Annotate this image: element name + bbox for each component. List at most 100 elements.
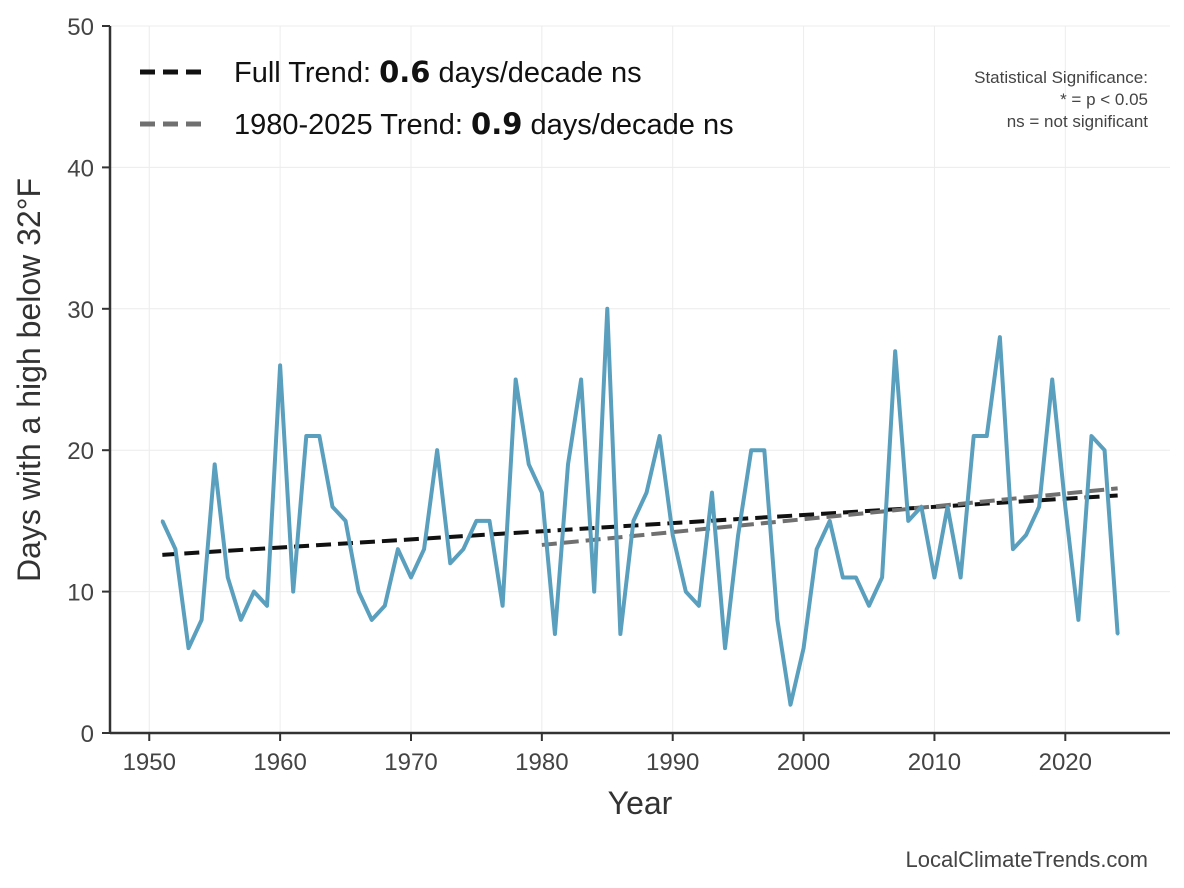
data-point — [723, 646, 727, 650]
data-point — [841, 575, 845, 579]
data-point — [461, 547, 465, 551]
data-point — [448, 561, 452, 565]
data-point — [200, 618, 204, 622]
data-point — [1116, 632, 1120, 636]
x-axis-title: Year — [608, 785, 673, 821]
data-point — [330, 505, 334, 509]
data-point — [749, 448, 753, 452]
data-point — [383, 604, 387, 608]
x-tick-label: 1980 — [515, 749, 568, 776]
data-point — [1037, 505, 1041, 509]
data-point — [488, 519, 492, 523]
data-point — [802, 646, 806, 650]
data-point — [291, 590, 295, 594]
data-point — [370, 618, 374, 622]
x-tick-label: 1990 — [646, 749, 699, 776]
data-point — [919, 505, 923, 509]
data-point — [553, 632, 557, 636]
data-point — [527, 462, 531, 466]
data-point — [788, 703, 792, 707]
legend-full-trend-value: 0.6 — [379, 55, 430, 89]
data-point — [893, 349, 897, 353]
data-point — [671, 533, 675, 537]
significance-note-star: * = p < 0.05 — [1060, 90, 1148, 109]
data-point — [422, 547, 426, 551]
data-point — [828, 519, 832, 523]
y-tick-label: 50 — [67, 14, 94, 41]
x-tick-label: 2000 — [777, 749, 830, 776]
x-tick-label: 2020 — [1039, 749, 1092, 776]
data-point — [344, 519, 348, 523]
legend-recent-trend-suffix: days/decade ns — [522, 109, 733, 141]
data-points — [160, 307, 1120, 707]
credit-text: LocalClimateTrends.com — [906, 847, 1149, 872]
data-point — [1076, 618, 1080, 622]
legend-full-trend-prefix: Full Trend: — [234, 57, 379, 89]
significance-note-ns: ns = not significant — [1007, 112, 1149, 131]
data-point — [618, 632, 622, 636]
trend-lines — [162, 486, 1118, 557]
data-point — [213, 462, 217, 466]
significance-note-title: Statistical Significance: — [974, 68, 1148, 87]
y-tick-label: 20 — [67, 438, 94, 465]
data-point — [684, 590, 688, 594]
data-point — [540, 491, 544, 495]
data-point — [357, 590, 361, 594]
legend-recent-trend-value: 0.9 — [471, 107, 522, 141]
data-point — [160, 519, 164, 523]
data-point — [658, 434, 662, 438]
data-point — [959, 575, 963, 579]
x-tick-label: 1960 — [253, 749, 306, 776]
data-point — [1103, 448, 1107, 452]
data-point — [226, 575, 230, 579]
data-point — [501, 604, 505, 608]
data-point — [396, 547, 400, 551]
data-point — [815, 547, 819, 551]
data-point — [605, 307, 609, 311]
significance-note: Statistical Significance: * = p < 0.05 n… — [974, 68, 1148, 131]
data-point — [239, 618, 243, 622]
data-point — [304, 434, 308, 438]
data-point — [409, 575, 413, 579]
y-tick-label: 30 — [67, 297, 94, 324]
legend-recent-trend-prefix: 1980-2025 Trend: — [234, 109, 471, 141]
legend-full-trend-suffix: days/decade ns — [430, 57, 641, 89]
series-line — [160, 306, 1120, 707]
data-point — [1050, 378, 1054, 381]
y-tick-label: 10 — [67, 580, 94, 607]
data-point — [645, 491, 649, 495]
data-point — [435, 448, 439, 452]
data-point — [1024, 533, 1028, 537]
data-point — [946, 505, 950, 509]
data-point — [252, 590, 256, 594]
data-point — [265, 604, 269, 608]
data-point — [173, 547, 177, 551]
data-point — [880, 575, 884, 579]
data-point — [631, 519, 635, 523]
y-axis-title: Days with a high below 32°F — [11, 178, 47, 582]
data-point — [932, 575, 936, 579]
data-point — [514, 378, 518, 381]
x-tick-label: 1950 — [123, 749, 176, 776]
data-point — [972, 434, 976, 438]
axes — [108, 26, 1170, 735]
data-point — [854, 575, 858, 579]
legend-full-trend-label: Full Trend: 0.6 days/decade ns — [234, 55, 642, 89]
data-point — [762, 448, 766, 452]
y-tick-label: 40 — [67, 155, 94, 182]
data-point — [775, 618, 779, 622]
data-point — [906, 519, 910, 523]
data-point — [710, 491, 714, 495]
data-point — [592, 590, 596, 594]
data-point — [566, 462, 570, 466]
data-point — [579, 378, 583, 381]
y-ticks: 0 10 20 30 40 50 — [67, 14, 110, 748]
data-point — [474, 519, 478, 523]
legend-recent-trend-label: 1980-2025 Trend: 0.9 days/decade ns — [234, 107, 734, 141]
x-tick-label: 2010 — [908, 749, 961, 776]
data-point — [998, 335, 1002, 339]
data-point — [1089, 434, 1093, 438]
data-point — [1063, 505, 1067, 509]
x-ticks: 1950 1960 1970 1980 1990 2000 2010 2020 — [123, 733, 1092, 776]
